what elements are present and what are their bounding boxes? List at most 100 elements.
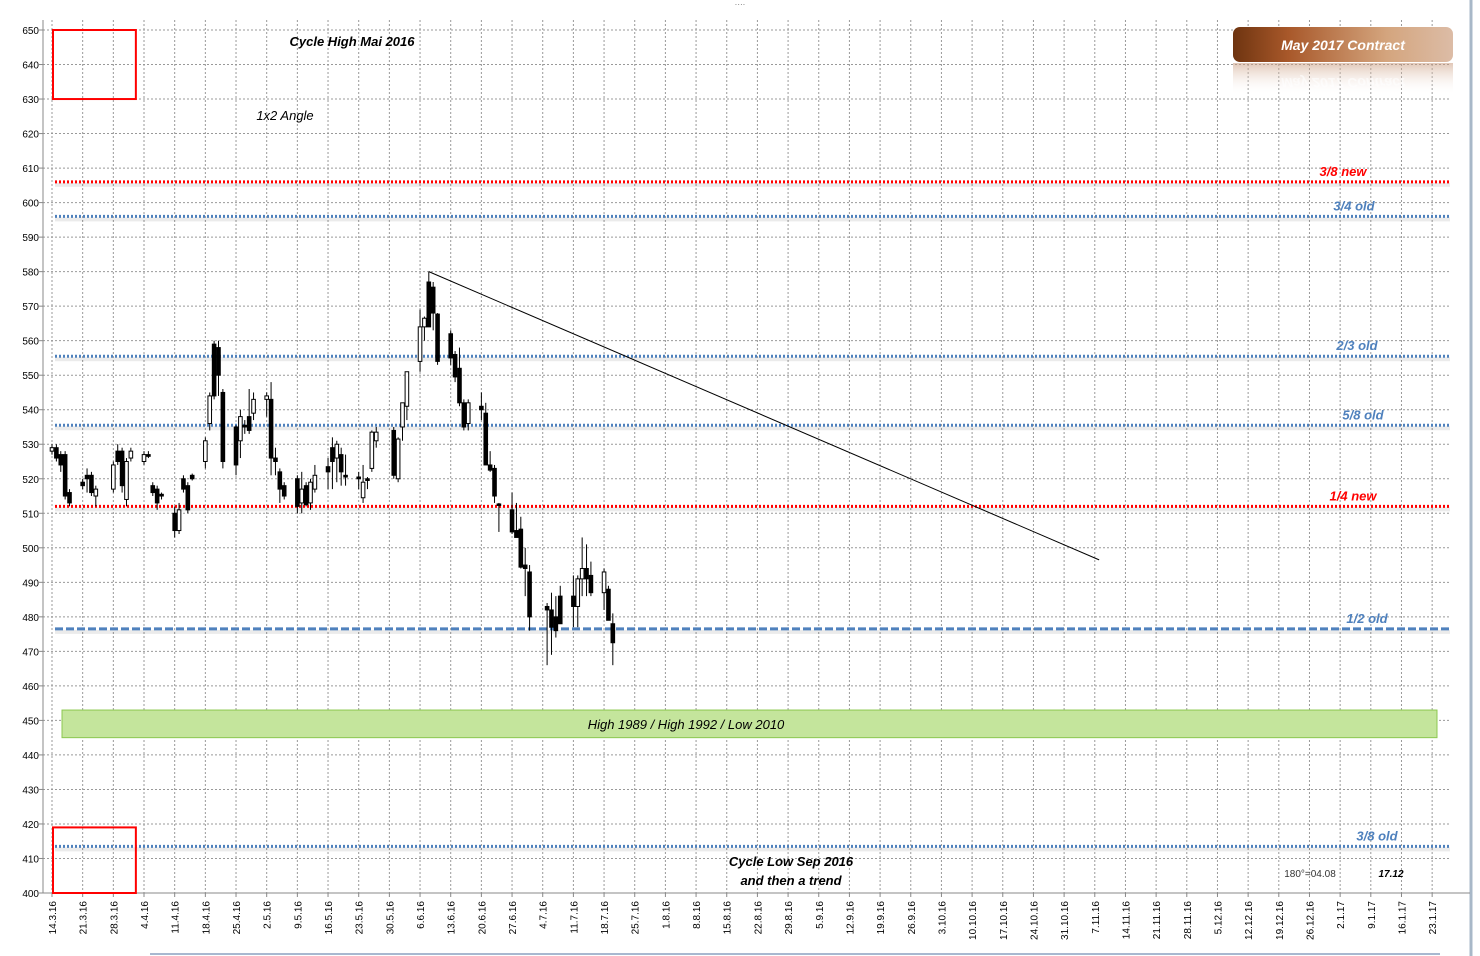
candle <box>84 468 90 493</box>
level-label: 3/8 old <box>1356 828 1398 843</box>
x-tick-label: 11.7.16 <box>569 901 580 934</box>
candle-body <box>242 424 248 428</box>
candle <box>356 471 361 490</box>
candle-body <box>522 564 528 570</box>
candle-body <box>303 485 309 506</box>
candle <box>295 475 300 514</box>
candle-body <box>277 471 283 490</box>
candle <box>154 485 160 510</box>
y-tick-label: 610 <box>22 164 39 175</box>
x-tick-label: 23.1.17 <box>1428 901 1439 935</box>
levels: 3/8 new 3/4 old 2/3 old 5/8 old 1/4 new 1/2 o… <box>55 164 1450 852</box>
y-tick-label: 620 <box>22 130 39 141</box>
candle-body <box>62 454 68 497</box>
candle <box>312 464 318 493</box>
candle-body <box>435 313 440 362</box>
degree-label: 180°=04.08 <box>1284 869 1336 880</box>
candle <box>181 475 186 493</box>
candle-body <box>465 402 471 425</box>
x-tick-label: 8.8.16 <box>692 901 703 929</box>
candle-body <box>334 443 340 459</box>
candle <box>487 451 493 472</box>
candle <box>395 437 401 483</box>
boxes <box>52 29 137 894</box>
candle-body <box>67 492 72 504</box>
candle <box>49 444 55 455</box>
y-tick-label: 580 <box>22 268 39 279</box>
annotation-box <box>52 29 137 101</box>
candle-body <box>360 481 366 499</box>
y-tick-label: 530 <box>22 440 39 451</box>
x-tick-label: 2.1.17 <box>1336 901 1347 929</box>
candle-body <box>417 326 423 362</box>
y-tick-label: 650 <box>22 26 39 37</box>
candle-body <box>426 281 432 328</box>
y-tick-label: 490 <box>22 578 39 589</box>
candle <box>404 371 410 421</box>
resize-handle-icon[interactable]: ···· <box>735 0 746 9</box>
candle-body <box>146 454 151 457</box>
candle <box>67 489 72 507</box>
candle <box>238 409 243 459</box>
candle <box>264 392 269 417</box>
candle <box>571 575 576 628</box>
x-tick-label: 30.5.16 <box>385 901 396 935</box>
candle <box>207 392 213 431</box>
candle <box>343 454 348 486</box>
x-tick-label: 16.5.16 <box>324 901 335 935</box>
candle <box>115 444 121 465</box>
level-label: 3/4 old <box>1333 198 1375 213</box>
x-tick-label: 26.9.16 <box>907 901 918 935</box>
candle-body <box>391 429 397 476</box>
candle <box>124 458 129 507</box>
candle-body <box>207 395 213 425</box>
candle <box>303 482 309 507</box>
candle-body <box>584 568 589 580</box>
candle-body <box>111 464 116 490</box>
x-tick-label: 31.10.16 <box>1060 901 1071 940</box>
candle <box>146 451 151 459</box>
candle-body <box>233 426 239 466</box>
candle <box>557 585 563 625</box>
x-tick-label: 28.3.16 <box>109 901 120 935</box>
candle-body <box>579 568 585 580</box>
candle-body <box>203 440 208 462</box>
candle <box>549 592 554 655</box>
candle-body <box>330 447 335 462</box>
candle <box>479 392 484 421</box>
x-tick-label: 26.12.16 <box>1305 901 1316 940</box>
level-shadow <box>55 426 1450 431</box>
candle-body <box>58 454 64 466</box>
candle <box>417 309 423 372</box>
x-tick-label: 11.4.16 <box>171 901 182 934</box>
x-axis: 14.3.16 21.3.16 28.3.16 4.4.16 11.4.16 18.4.1… <box>43 892 1470 940</box>
x-tick-label: 27.6.16 <box>508 901 519 935</box>
candle <box>299 471 305 514</box>
candle <box>111 461 116 493</box>
candle-body <box>527 571 532 618</box>
candle-body <box>606 588 611 621</box>
candle-body <box>295 478 300 507</box>
candle-body <box>373 431 379 442</box>
level-shadow <box>55 217 1450 222</box>
candle-body <box>369 431 375 469</box>
candle <box>509 492 515 534</box>
candle <box>575 575 581 628</box>
candle <box>373 426 379 448</box>
candle <box>119 447 125 493</box>
candle <box>360 464 366 503</box>
y-tick-label: 640 <box>22 61 39 72</box>
candle-body <box>216 347 221 376</box>
cycle-low-label: Cycle Low Sep 2016 <box>729 854 854 869</box>
level-label: 1/2 old <box>1346 611 1388 626</box>
level-shadow <box>55 629 1450 634</box>
candle-body <box>238 416 243 442</box>
x-tick-label: 25.7.16 <box>631 901 642 935</box>
candle-body <box>251 398 256 414</box>
y-tick-label: 520 <box>22 475 39 486</box>
y-tick-label: 540 <box>22 406 39 417</box>
annotations: Cycle High Mai 2016 1x2 Angle Cycle Low … <box>256 34 1404 888</box>
candle <box>601 568 607 610</box>
candle <box>54 444 59 462</box>
